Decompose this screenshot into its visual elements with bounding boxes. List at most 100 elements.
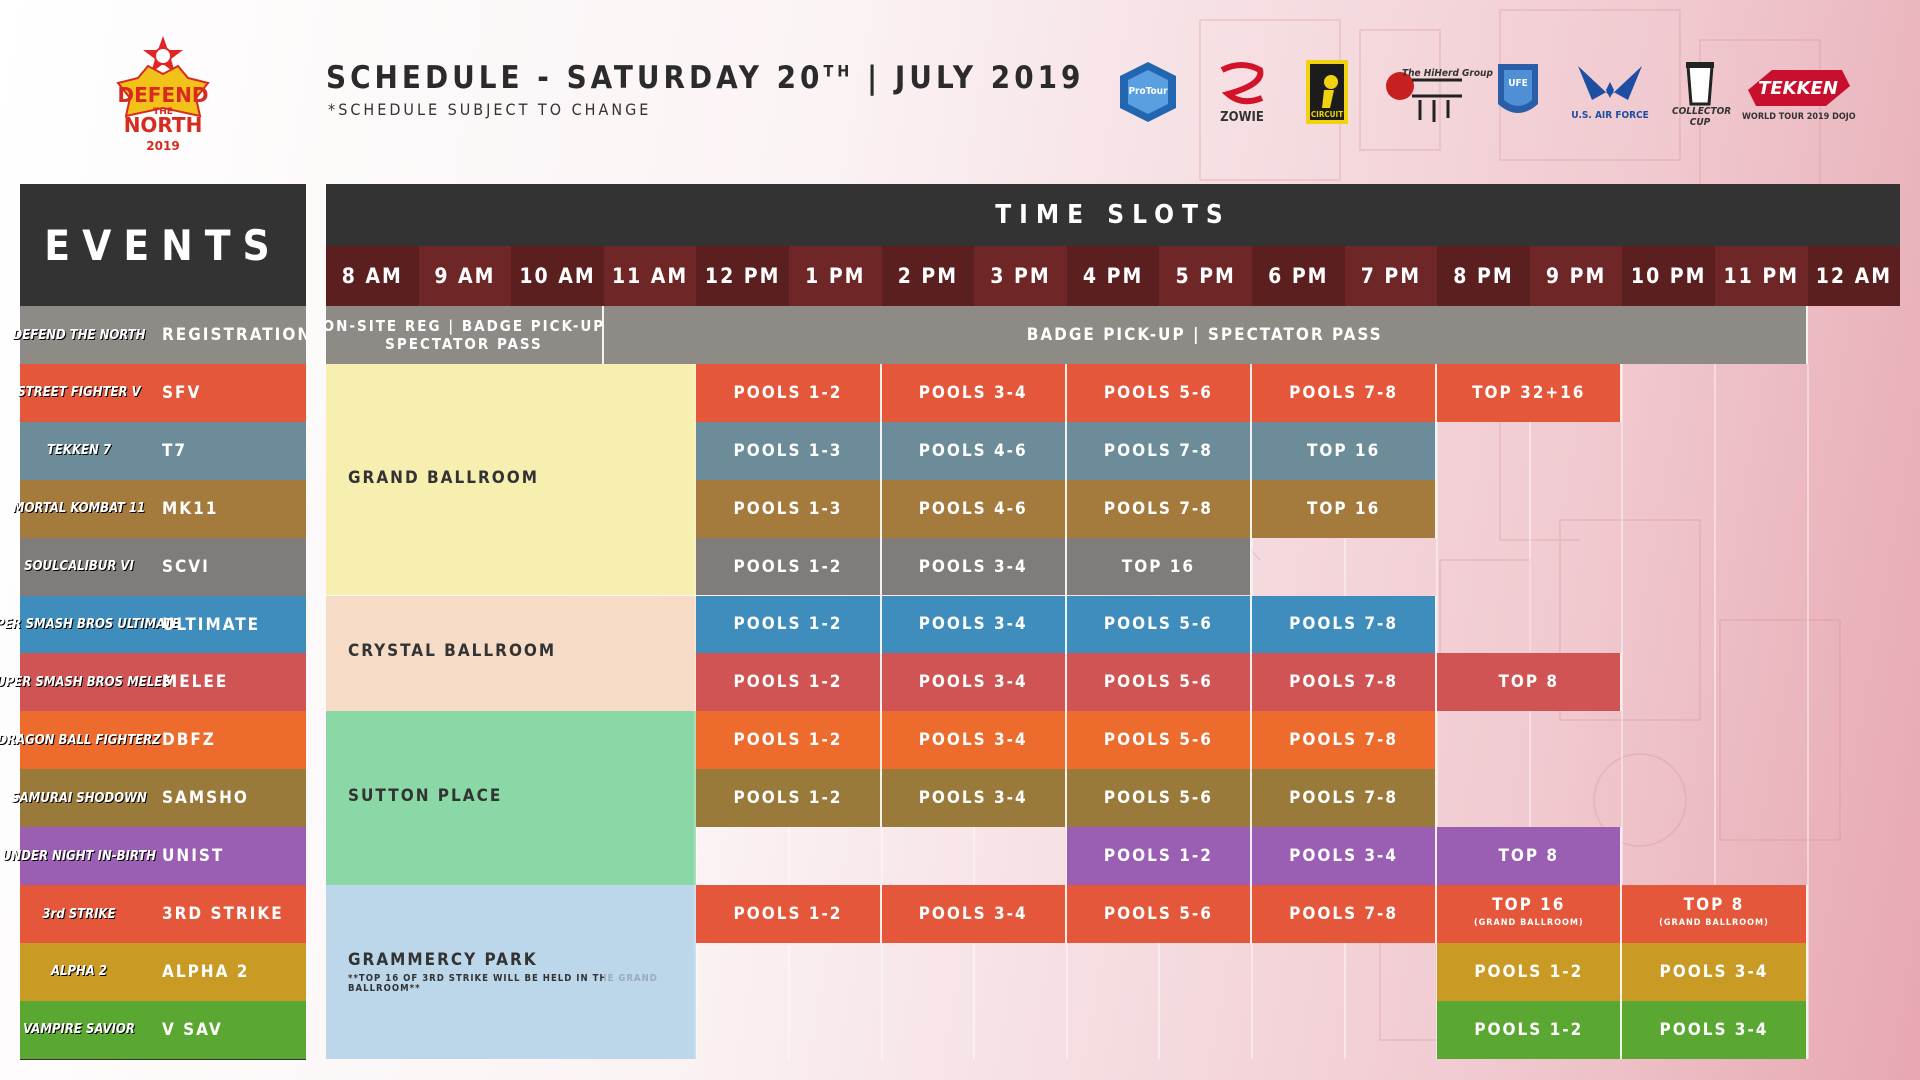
page-title: SCHEDULE - SATURDAY 20TH | JULY 2019 bbox=[326, 60, 1085, 96]
game-logo-ultimate: SUPER SMASH BROS ULTIMATE bbox=[0, 617, 180, 632]
event-label: MELEE bbox=[162, 672, 229, 693]
logo-line-4: 2019 bbox=[146, 139, 179, 153]
grid-line bbox=[1251, 363, 1253, 1059]
event-label: SAMSHO bbox=[162, 788, 249, 809]
slot-t7-0-label: POOLS 1-3 bbox=[733, 440, 843, 461]
slot-sfv-3-label: POOLS 7-8 bbox=[1289, 382, 1399, 403]
slot-third_strike-5: TOP 8 (GRAND BALLROOM) bbox=[1622, 885, 1808, 943]
event-row-vsav: VAMPIRE SAVIOR V SAV bbox=[20, 1000, 306, 1059]
us-air-force-logo: U.S. AIR FORCE bbox=[1568, 60, 1652, 140]
slot-third_strike-5-label: TOP 8 bbox=[1683, 894, 1745, 915]
slot-ultimate-1-label: POOLS 3-4 bbox=[918, 614, 1028, 635]
event-label: V SAV bbox=[162, 1019, 223, 1040]
slot-third_strike-0-label: POOLS 1-2 bbox=[733, 903, 843, 924]
slot-scvi-0: POOLS 1-2 bbox=[696, 537, 882, 596]
time-slot-header: 5 PM bbox=[1159, 246, 1252, 306]
slot-sfv-3: POOLS 7-8 bbox=[1252, 363, 1438, 422]
slot-sfv-4-label: TOP 32+16 bbox=[1472, 382, 1586, 403]
slot-scvi-2: TOP 16 bbox=[1066, 537, 1252, 596]
slot-dbfz-0-label: POOLS 1-2 bbox=[733, 730, 843, 751]
slot-t7-0: POOLS 1-3 bbox=[696, 421, 882, 480]
grid-line bbox=[1528, 363, 1531, 1059]
slot-vsav-0-label: POOLS 1-2 bbox=[1474, 1019, 1584, 1040]
slot-melee-3: POOLS 7-8 bbox=[1252, 653, 1438, 712]
game-logo-unist: UNDER NIGHT IN-BIRTH bbox=[1, 848, 157, 864]
slot-sfv-1: POOLS 3-4 bbox=[881, 363, 1067, 422]
event-row-sfv: STREET FIGHTER V SFV bbox=[17, 363, 306, 422]
slot-mk11-0: POOLS 1-3 bbox=[696, 479, 882, 538]
time-slot-header: 9 AM bbox=[418, 246, 512, 306]
schedule-disclaimer: *SCHEDULE SUBJECT TO CHANGE bbox=[328, 100, 652, 119]
slot-dbfz-1-label: POOLS 3-4 bbox=[918, 730, 1028, 751]
venue-name: GRAND BALLROOM bbox=[348, 467, 539, 488]
slot-alpha2-0: POOLS 1-2 bbox=[1437, 942, 1623, 1001]
venue-name: CRYSTAL BALLROOM bbox=[348, 641, 557, 662]
time-slot-header: 4 PM bbox=[1066, 246, 1160, 306]
venue-11am-fill bbox=[603, 595, 697, 712]
game-logo-registration: DEFEND THE NORTH bbox=[12, 327, 146, 343]
game-logo-scvi: SOULCALIBUR VI bbox=[24, 559, 134, 575]
event-label: REGISTRATION bbox=[162, 325, 313, 345]
event-row-samsho: SAMURAI SHODOWN SAMSHO bbox=[11, 769, 306, 828]
slot-t7-3-label: TOP 16 bbox=[1306, 440, 1381, 461]
defend-the-north-logo: DEFEND THE NORTH 2019 bbox=[108, 28, 218, 158]
event-row-t7: TEKKEN 7 T7 bbox=[20, 421, 306, 480]
event-label: DBFZ bbox=[162, 730, 216, 751]
slot-unist-1: POOLS 3-4 bbox=[1252, 827, 1438, 885]
slot-t7-1-label: POOLS 4-6 bbox=[918, 440, 1028, 461]
slot-samsho-0-label: POOLS 1-2 bbox=[733, 788, 843, 809]
event-row-third_strike: 3rd STRIKE 3RD STRIKE bbox=[20, 885, 306, 943]
registration-badge-pickup: BADGE PICK-UP | SPECTATOR PASS bbox=[603, 306, 1808, 364]
slot-vsav-0: POOLS 1-2 bbox=[1437, 1000, 1623, 1059]
slot-samsho-2-label: POOLS 5-6 bbox=[1103, 788, 1213, 809]
game-logo-dbfz: DRAGON BALL FIGHTERZ bbox=[0, 732, 161, 748]
slot-mk11-3-label: TOP 16 bbox=[1306, 498, 1381, 519]
slot-melee-3-label: POOLS 7-8 bbox=[1289, 672, 1399, 693]
event-label: ULTIMATE bbox=[162, 614, 261, 635]
registration-onsite-label: ON-SITE REG | BADGE PICK-UP bbox=[322, 316, 606, 335]
venue-name: GRAMMERCY PARK bbox=[348, 949, 538, 970]
registration-onsite: ON-SITE REG | BADGE PICK-UP SPECTATOR PAS… bbox=[322, 306, 606, 364]
grid-line bbox=[695, 363, 698, 1059]
slot-dbfz-0: POOLS 1-2 bbox=[696, 711, 882, 770]
slot-melee-1: POOLS 3-4 bbox=[881, 653, 1067, 712]
game-logo-samsho: SAMURAI SHODOWN bbox=[11, 790, 147, 806]
slot-melee-0: POOLS 1-2 bbox=[696, 653, 882, 712]
slot-mk11-3: TOP 16 bbox=[1252, 479, 1438, 538]
time-slot-header: 2 PM bbox=[881, 246, 975, 306]
slot-dbfz-1: POOLS 3-4 bbox=[881, 711, 1067, 770]
hiherd-group-logo: The HiHerd Group bbox=[1382, 60, 1493, 140]
logo-line-1: DEFEND bbox=[118, 83, 209, 107]
venue-11am-fill bbox=[603, 363, 697, 596]
game-logo-mk11: MORTAL KOMBAT 11 bbox=[12, 501, 146, 517]
game-logo-t7: TEKKEN 7 bbox=[46, 443, 112, 459]
slot-ultimate-3-label: POOLS 7-8 bbox=[1289, 614, 1399, 635]
slot-mk11-1-label: POOLS 4-6 bbox=[918, 498, 1028, 519]
slot-third_strike-1: POOLS 3-4 bbox=[881, 885, 1067, 943]
slot-third_strike-2: POOLS 5-6 bbox=[1066, 885, 1252, 943]
slot-t7-3: TOP 16 bbox=[1252, 421, 1438, 480]
venue-name: SUTTON PLACE bbox=[348, 786, 503, 807]
slot-samsho-1: POOLS 3-4 bbox=[881, 769, 1067, 828]
slot-t7-1: POOLS 4-6 bbox=[881, 421, 1067, 480]
slot-scvi-2-label: TOP 16 bbox=[1121, 556, 1196, 577]
time-slot-header: 8 AM bbox=[326, 246, 419, 306]
slot-t7-2-label: POOLS 7-8 bbox=[1103, 440, 1213, 461]
slot-melee-0-label: POOLS 1-2 bbox=[733, 672, 843, 693]
slot-vsav-1: POOLS 3-4 bbox=[1622, 1000, 1808, 1059]
slot-third_strike-3-label: POOLS 7-8 bbox=[1289, 903, 1399, 924]
event-label: SCVI bbox=[162, 556, 210, 577]
grid-line bbox=[1343, 363, 1346, 1059]
slot-ultimate-2-label: POOLS 5-6 bbox=[1103, 614, 1213, 635]
slot-sfv-0: POOLS 1-2 bbox=[696, 363, 882, 422]
event-row-registration: DEFEND THE NORTH REGISTRATION bbox=[12, 306, 310, 364]
slot-mk11-2-label: POOLS 7-8 bbox=[1103, 498, 1213, 519]
slot-sfv-1-label: POOLS 3-4 bbox=[918, 382, 1028, 403]
slot-ultimate-1: POOLS 3-4 bbox=[881, 595, 1067, 654]
time-slot-header: 10 PM bbox=[1622, 246, 1715, 306]
ufe-logo: UFE bbox=[1494, 60, 1542, 140]
events-title: EVENTS bbox=[44, 220, 282, 270]
slot-samsho-3: POOLS 7-8 bbox=[1252, 769, 1438, 828]
slot-samsho-0: POOLS 1-2 bbox=[696, 769, 882, 828]
slot-unist-2-label: TOP 8 bbox=[1498, 846, 1560, 867]
